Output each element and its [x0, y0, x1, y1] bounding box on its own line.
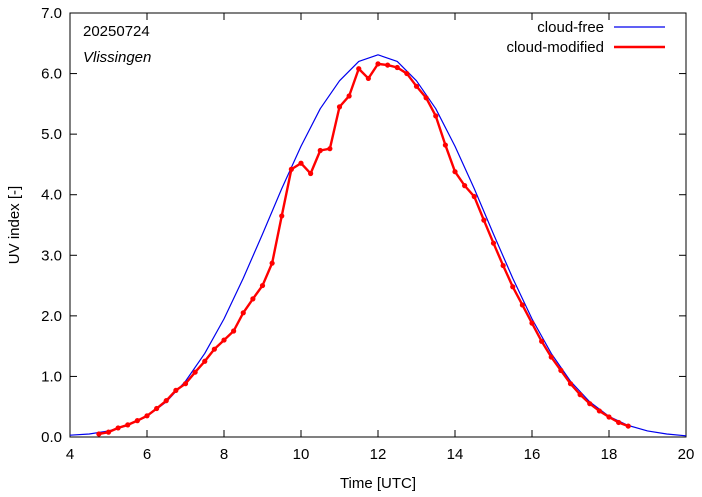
x-axis-label: Time [UTC] [340, 475, 416, 492]
data-point-cloud-modified [240, 310, 246, 316]
data-point-cloud-modified [510, 284, 516, 290]
data-point-cloud-modified [231, 328, 237, 334]
data-point-cloud-modified [182, 381, 189, 387]
tick-labels-layer: 4 6 8 10 12 14 16 18 20 0.0 1.0 2.0 3.0 4.0 5.0 6.0 7.0 [41, 5, 694, 463]
y-axis-label: UV index [-] [6, 186, 23, 264]
data-point-cloud-modified [346, 93, 352, 99]
data-point-cloud-modified [269, 260, 275, 266]
data-point-cloud-modified [327, 146, 333, 152]
data-point-cloud-modified [336, 104, 343, 110]
data-point-cloud-modified [452, 169, 458, 175]
data-point-cloud-modified [134, 418, 140, 424]
data-point-cloud-modified [481, 217, 487, 223]
annotation-date: 20250724 [83, 23, 150, 40]
data-point-cloud-modified [154, 405, 160, 412]
data-point-cloud-modified [596, 408, 602, 414]
data-point-cloud-modified [105, 429, 112, 435]
data-point-cloud-modified [163, 398, 169, 404]
annotation-location: Vlissingen [83, 49, 151, 66]
data-point-cloud-modified [606, 414, 612, 420]
data-point-cloud-modified [211, 346, 217, 352]
series-layer [69, 54, 687, 437]
data-point-cloud-modified [539, 338, 545, 344]
data-point-cloud-modified [548, 354, 554, 360]
y-tick-label: 4.0 [41, 187, 62, 204]
y-tick-label: 1.0 [41, 368, 62, 385]
data-point-cloud-modified [462, 183, 468, 189]
x-tick-label: 10 [293, 446, 310, 463]
data-point-cloud-modified [365, 75, 371, 82]
data-point-cloud-modified [125, 422, 131, 428]
data-point-cloud-modified [529, 320, 535, 326]
x-tick-label: 18 [601, 446, 618, 463]
data-point-cloud-modified [413, 83, 420, 89]
data-point-cloud-modified [317, 147, 323, 154]
data-point-cloud-modified [519, 302, 525, 308]
data-point-cloud-modified [587, 401, 593, 407]
data-point-cloud-modified [394, 64, 400, 71]
ticks-layer [69, 12, 687, 438]
data-point-cloud-modified [259, 282, 266, 289]
x-tick-label: 12 [370, 446, 387, 463]
data-point-cloud-modified [250, 296, 256, 302]
data-point-cloud-modified [96, 431, 102, 437]
data-point-cloud-modified [433, 113, 439, 119]
x-tick-label: 20 [678, 446, 695, 463]
plot-frame [69, 12, 687, 438]
y-tick-label: 5.0 [41, 126, 62, 143]
data-point-cloud-modified [279, 213, 285, 219]
data-point-cloud-modified [298, 160, 304, 166]
data-point-cloud-modified [202, 358, 208, 364]
data-point-cloud-modified [558, 367, 564, 373]
x-tick-label: 16 [524, 446, 541, 463]
x-tick-label: 6 [143, 446, 151, 463]
data-point-cloud-modified [404, 70, 410, 77]
data-point-cloud-modified [625, 423, 631, 429]
data-point-cloud-modified [385, 62, 391, 68]
x-tick-label: 8 [220, 446, 228, 463]
series-line-cloud-free [69, 54, 687, 437]
legend: cloud-free cloud-modified [506, 19, 665, 56]
x-tick-label: 14 [447, 446, 464, 463]
data-point-cloud-modified [173, 387, 179, 393]
data-point-cloud-modified [500, 262, 506, 269]
data-point-cloud-modified [616, 419, 622, 426]
data-point-cloud-modified [221, 337, 227, 343]
y-tick-label: 6.0 [41, 66, 62, 83]
x-tick-label: 4 [66, 446, 74, 463]
legend-label-cloud-free: cloud-free [537, 19, 604, 36]
data-point-cloud-modified [471, 193, 477, 200]
data-point-cloud-modified [115, 425, 121, 431]
series-line-cloud-modified [98, 62, 629, 436]
data-point-cloud-modified [288, 166, 294, 172]
y-tick-label: 3.0 [41, 247, 62, 264]
legend-label-cloud-modified: cloud-modified [506, 39, 604, 56]
data-point-cloud-modified [308, 170, 314, 177]
data-point-cloud-modified [567, 381, 574, 387]
data-point-cloud-modified [490, 240, 497, 246]
y-tick-label: 0.0 [41, 429, 62, 446]
data-point-cloud-modified [144, 413, 150, 419]
data-point-cloud-modified [375, 61, 381, 67]
data-point-cloud-modified [192, 369, 198, 375]
data-point-cloud-modified [442, 142, 448, 148]
y-tick-label: 2.0 [41, 308, 62, 325]
data-point-cloud-modified [356, 66, 362, 72]
y-tick-label: 7.0 [41, 5, 62, 22]
data-point-cloud-modified [423, 95, 429, 101]
data-point-cloud-modified [577, 392, 583, 398]
